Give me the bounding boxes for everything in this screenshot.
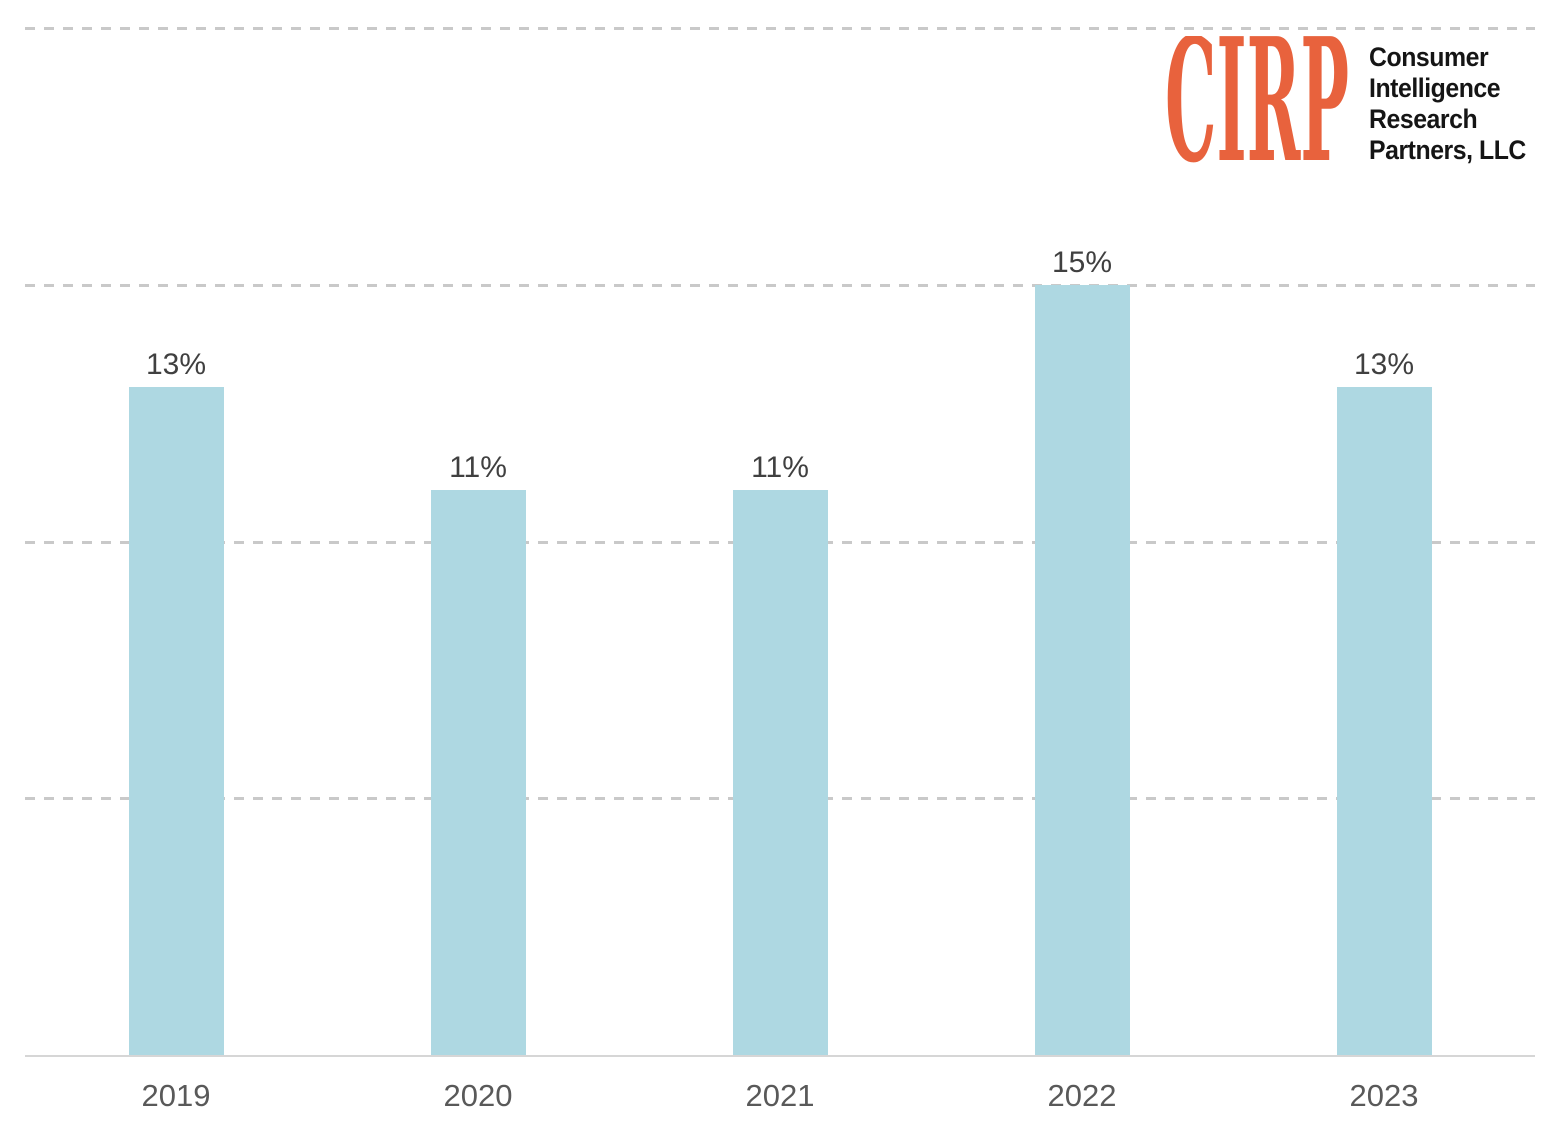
cirp-logo: CIRP Consumer Intelligence Research Part… — [1165, 36, 1540, 168]
gridline-15pct — [25, 283, 1535, 287]
bar-2022 — [1034, 284, 1130, 1055]
cirp-logo-name: Consumer Intelligence Research Partners,… — [1369, 36, 1526, 166]
bar-slot-2022: 15% — [931, 28, 1233, 1055]
svg-text:CIRP: CIRP — [1165, 36, 1349, 168]
bar-2021 — [732, 490, 828, 1055]
x-axis-line — [25, 1055, 1535, 1057]
logo-name-line: Research — [1369, 104, 1478, 134]
x-tick-2020: 2020 — [443, 1078, 513, 1113]
gridline-20pct — [25, 27, 1535, 30]
x-tick-2021: 2021 — [745, 1078, 815, 1113]
bars-group: 13% 11% 11% 15% — [25, 28, 1535, 1055]
value-label-2021: 11% — [751, 451, 809, 485]
bar-slot-2021: 11% — [629, 28, 931, 1055]
bar-slot-2019: 13% — [25, 28, 327, 1055]
bar-2023 — [1336, 387, 1432, 1055]
cirp-logo-acronym: CIRP — [1165, 36, 1349, 168]
value-label-2022: 15% — [1051, 245, 1113, 279]
x-tick-2023: 2023 — [1349, 1078, 1419, 1113]
logo-name-line: Intelligence — [1369, 73, 1501, 103]
logo-name-line: Consumer — [1369, 42, 1489, 72]
x-axis-labels: 2019 2020 2021 2022 2023 — [25, 1078, 1535, 1114]
bar-2019 — [128, 387, 224, 1055]
value-label-2023: 13% — [1353, 348, 1415, 382]
x-tick-2022: 2022 — [1047, 1078, 1117, 1113]
x-tick-2019: 2019 — [141, 1078, 211, 1113]
plot-area: 13% 11% 11% 15% — [25, 27, 1535, 1057]
value-label-2019: 13% — [145, 348, 207, 382]
value-label-2020: 11% — [449, 451, 507, 485]
bar-slot-2023: 13% — [1233, 28, 1535, 1055]
bar-2020 — [430, 490, 526, 1055]
bar-slot-2020: 11% — [327, 28, 629, 1055]
logo-name-line: Partners, LLC — [1369, 135, 1527, 165]
